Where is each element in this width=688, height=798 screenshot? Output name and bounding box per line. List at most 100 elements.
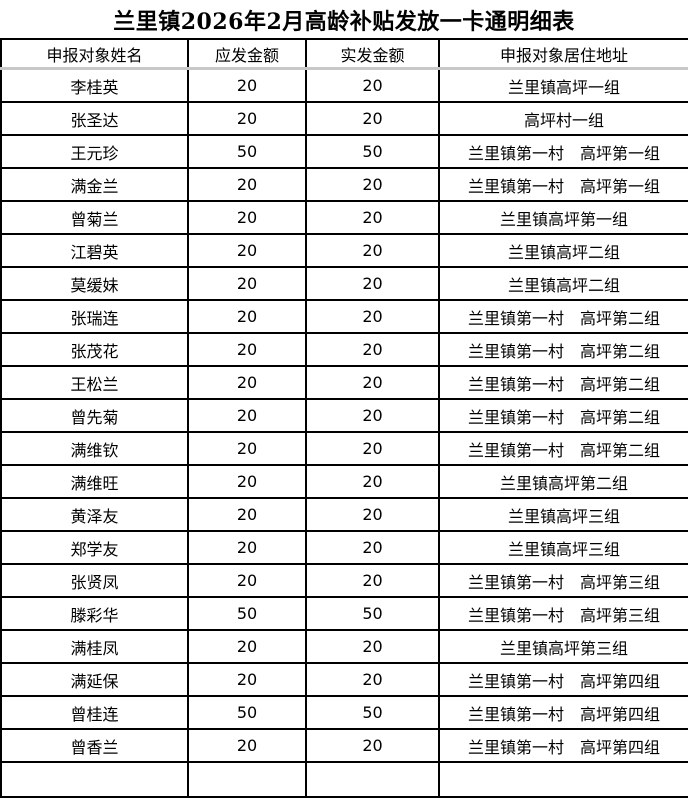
cell-amount-actual: 20 xyxy=(305,200,440,235)
cell-residence-address: 兰里镇第一村 高坪第四组 xyxy=(438,728,688,763)
cell-amount-due: 20 xyxy=(187,67,307,103)
cell-amount-actual: 20 xyxy=(305,464,440,499)
cell-residence-address: 兰里镇高坪第一组 xyxy=(438,200,688,235)
table-row: 李桂英 20 20 兰里镇高坪一组 xyxy=(0,67,688,103)
page: { "title": "兰里镇2026年2月高龄补贴发放一卡通明细表", "ta… xyxy=(0,9,688,798)
cell-applicant-name: 张瑞连 xyxy=(0,299,189,334)
table-row: 郑学友 20 20 兰里镇高坪三组 xyxy=(0,530,688,565)
cell-applicant-name: 曾菊兰 xyxy=(0,200,189,235)
cell-residence-address: 兰里镇第一村 高坪第一组 xyxy=(438,134,688,169)
table-row: 满延保 20 20 兰里镇第一村 高坪第四组 xyxy=(0,662,688,697)
table-header: 申报对象姓名 应发金额 实发金额 申报对象居住地址 xyxy=(0,38,688,70)
cell-amount-due xyxy=(187,761,307,798)
cell-residence-address: 兰里镇高坪二组 xyxy=(438,233,688,268)
cell-amount-actual: 20 xyxy=(305,728,440,763)
table-row: 曾桂连 50 50 兰里镇第一村 高坪第四组 xyxy=(0,695,688,730)
cell-residence-address: 兰里镇第一村 高坪第四组 xyxy=(438,662,688,697)
cell-applicant-name: 张圣达 xyxy=(0,101,189,136)
table-row: 江碧英 20 20 兰里镇高坪二组 xyxy=(0,233,688,268)
header-amount-due: 应发金额 xyxy=(187,38,307,70)
table-row: 曾香兰 20 20 兰里镇第一村 高坪第四组 xyxy=(0,728,688,763)
cell-amount-actual: 20 xyxy=(305,266,440,301)
cell-amount-actual: 20 xyxy=(305,662,440,697)
cell-amount-due: 20 xyxy=(187,563,307,598)
cell-applicant-name: 王元珍 xyxy=(0,134,189,169)
table-row: 满维旺 20 20 兰里镇高坪第二组 xyxy=(0,464,688,499)
cell-amount-actual: 20 xyxy=(305,530,440,565)
cell-amount-actual: 20 xyxy=(305,299,440,334)
cell-residence-address: 兰里镇第一村 高坪第二组 xyxy=(438,332,688,367)
table-row: 黄泽友 20 20 兰里镇高坪三组 xyxy=(0,497,688,532)
cell-applicant-name: 滕彩华 xyxy=(0,596,189,631)
cell-amount-due: 20 xyxy=(187,662,307,697)
table-row: 张茂花 20 20 兰里镇第一村 高坪第二组 xyxy=(0,332,688,367)
cell-residence-address: 兰里镇高坪第三组 xyxy=(438,629,688,664)
header-amount-actual: 实发金额 xyxy=(305,38,440,70)
cell-residence-address: 兰里镇高坪第二组 xyxy=(438,464,688,499)
cell-amount-actual: 20 xyxy=(305,629,440,664)
cell-amount-actual xyxy=(305,761,440,798)
cell-amount-actual: 20 xyxy=(305,365,440,400)
cell-amount-actual: 50 xyxy=(305,695,440,730)
table-row: 曾菊兰 20 20 兰里镇高坪第一组 xyxy=(0,200,688,235)
header-row: 申报对象姓名 应发金额 实发金额 申报对象居住地址 xyxy=(0,38,688,70)
cell-residence-address: 兰里镇高坪三组 xyxy=(438,497,688,532)
cell-residence-address: 兰里镇高坪一组 xyxy=(438,67,688,103)
cell-residence-address: 兰里镇第一村 高坪第四组 xyxy=(438,695,688,730)
cell-applicant-name: 曾先菊 xyxy=(0,398,189,433)
cell-amount-due: 20 xyxy=(187,101,307,136)
cell-amount-actual: 20 xyxy=(305,67,440,103)
cell-amount-due: 20 xyxy=(187,398,307,433)
cell-amount-due: 20 xyxy=(187,332,307,367)
table-row: 王松兰 20 20 兰里镇第一村 高坪第二组 xyxy=(0,365,688,400)
table-row-partial xyxy=(0,761,688,798)
cell-amount-due: 20 xyxy=(187,728,307,763)
cell-amount-actual: 20 xyxy=(305,563,440,598)
cell-amount-actual: 50 xyxy=(305,134,440,169)
cell-amount-due: 20 xyxy=(187,233,307,268)
cell-residence-address: 兰里镇第一村 高坪第三组 xyxy=(438,596,688,631)
cell-amount-actual: 20 xyxy=(305,101,440,136)
table-row: 王元珍 50 50 兰里镇第一村 高坪第一组 xyxy=(0,134,688,169)
cell-amount-due: 20 xyxy=(187,200,307,235)
table-row: 张圣达 20 20 高坪村一组 xyxy=(0,101,688,136)
cell-residence-address: 兰里镇高坪三组 xyxy=(438,530,688,565)
cell-residence-address: 兰里镇高坪二组 xyxy=(438,266,688,301)
cell-residence-address: 兰里镇第一村 高坪第二组 xyxy=(438,431,688,466)
table-row: 满金兰 20 20 兰里镇第一村 高坪第一组 xyxy=(0,167,688,202)
cell-applicant-name: 张茂花 xyxy=(0,332,189,367)
cell-applicant-name: 曾香兰 xyxy=(0,728,189,763)
header-residence-address: 申报对象居住地址 xyxy=(438,38,688,70)
table-row: 莫缓妹 20 20 兰里镇高坪二组 xyxy=(0,266,688,301)
cell-amount-due: 20 xyxy=(187,299,307,334)
cell-residence-address: 兰里镇第一村 高坪第二组 xyxy=(438,365,688,400)
cell-amount-due: 20 xyxy=(187,266,307,301)
cell-applicant-name: 满延保 xyxy=(0,662,189,697)
page-title: 兰里镇2026年2月高龄补贴发放一卡通明细表 xyxy=(113,9,575,35)
cell-applicant-name: 郑学友 xyxy=(0,530,189,565)
table-row: 满维钦 20 20 兰里镇第一村 高坪第二组 xyxy=(0,431,688,466)
cell-amount-due: 20 xyxy=(187,365,307,400)
cell-applicant-name: 黄泽友 xyxy=(0,497,189,532)
subsidy-table: 申报对象姓名 应发金额 实发金额 申报对象居住地址 李桂英 20 20 兰里镇高… xyxy=(0,38,688,798)
cell-amount-due: 20 xyxy=(187,530,307,565)
cell-residence-address: 兰里镇第一村 高坪第一组 xyxy=(438,167,688,202)
cell-applicant-name: 李桂英 xyxy=(0,67,189,103)
cell-applicant-name: 满金兰 xyxy=(0,167,189,202)
cell-applicant-name: 王松兰 xyxy=(0,365,189,400)
table-body: 李桂英 20 20 兰里镇高坪一组 张圣达 20 20 高坪村一组 王元珍 50… xyxy=(0,67,688,798)
cell-amount-actual: 20 xyxy=(305,332,440,367)
cell-residence-address: 兰里镇第一村 高坪第三组 xyxy=(438,563,688,598)
cell-applicant-name: 张贤凤 xyxy=(0,563,189,598)
cell-amount-actual: 20 xyxy=(305,497,440,532)
table-row: 张贤凤 20 20 兰里镇第一村 高坪第三组 xyxy=(0,563,688,598)
cell-applicant-name: 曾桂连 xyxy=(0,695,189,730)
cell-amount-due: 20 xyxy=(187,431,307,466)
cell-amount-due: 20 xyxy=(187,497,307,532)
cell-residence-address: 兰里镇第一村 高坪第二组 xyxy=(438,398,688,433)
cell-applicant-name: 莫缓妹 xyxy=(0,266,189,301)
cell-residence-address: 高坪村一组 xyxy=(438,101,688,136)
cell-amount-actual: 20 xyxy=(305,233,440,268)
cell-amount-due: 20 xyxy=(187,629,307,664)
cell-applicant-name: 满桂凤 xyxy=(0,629,189,664)
